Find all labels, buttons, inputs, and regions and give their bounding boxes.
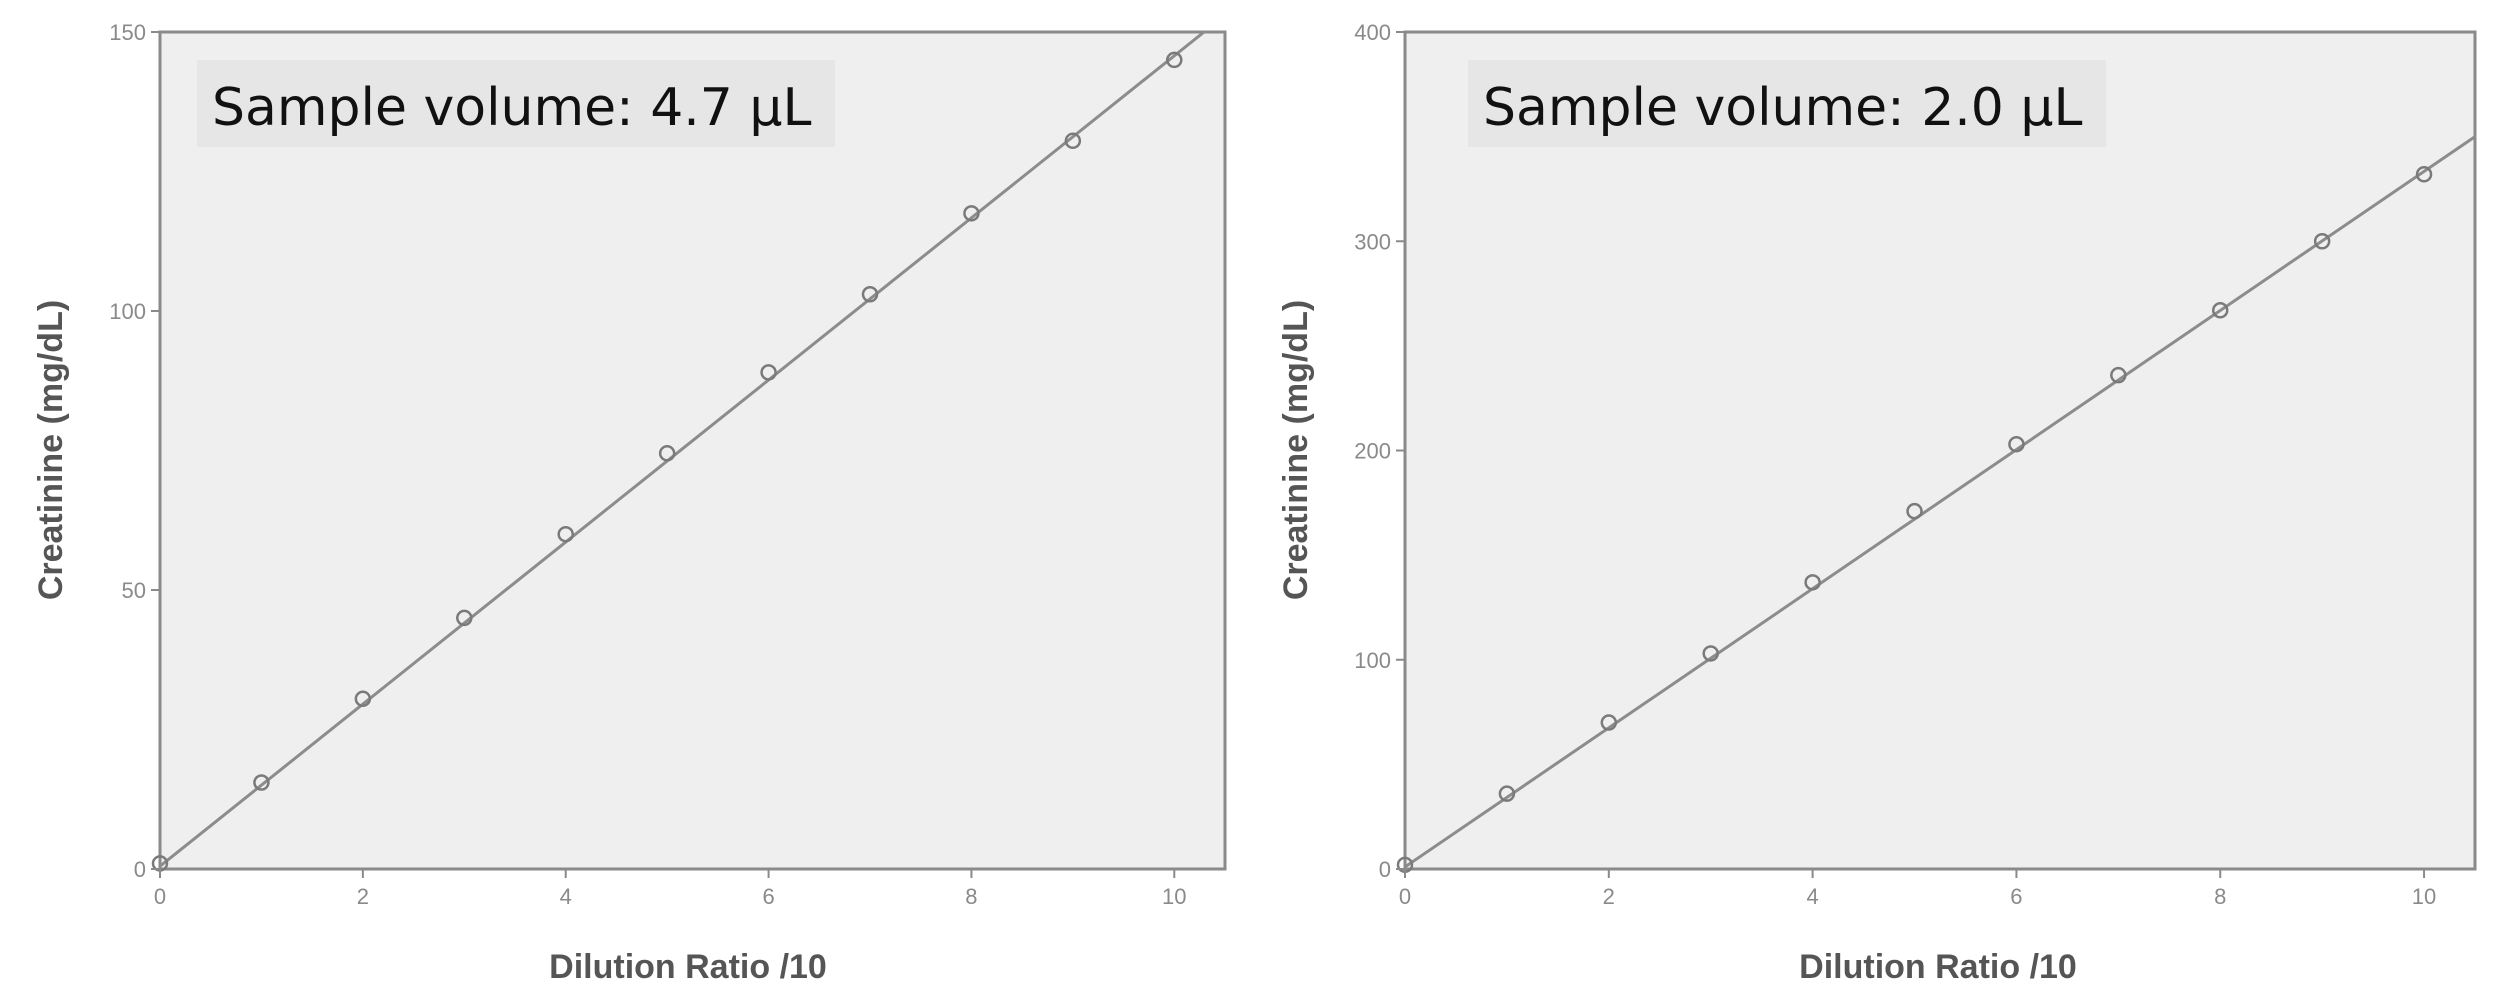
chart-svg-right: 0 100 200 300 400 0 2 4 6 8 10 Sample volume: 2.0… bbox=[1277, 20, 2477, 986]
data-point bbox=[1600, 714, 1618, 731]
data-point bbox=[760, 364, 777, 381]
data-point bbox=[1702, 645, 1719, 662]
x-tick-label: 2 bbox=[357, 884, 369, 909]
y-ticks-group: 0 100 200 300 400 bbox=[1354, 20, 1405, 882]
x-tick-label: 10 bbox=[2412, 884, 2436, 909]
y-tick-label: 300 bbox=[1354, 229, 1391, 254]
x-tick-label: 8 bbox=[965, 884, 977, 909]
data-point bbox=[2415, 166, 2433, 183]
data-point bbox=[1064, 132, 1082, 150]
chart-panel-right: 0 100 200 300 400 0 2 4 6 8 10 Sample volume: 2.0… bbox=[1250, 0, 2500, 1008]
y-tick-label: 100 bbox=[1354, 648, 1391, 673]
data-point bbox=[557, 525, 574, 543]
plot-area bbox=[158, 30, 1227, 871]
data-point bbox=[2110, 366, 2127, 384]
markers-group bbox=[1396, 166, 2433, 874]
fit-line-group bbox=[160, 32, 1207, 868]
data-point bbox=[861, 286, 879, 303]
x-tick-label: 8 bbox=[2214, 884, 2226, 909]
y-tick-label: 100 bbox=[109, 299, 146, 324]
data-point bbox=[1906, 502, 1923, 520]
x-axis-label: Dilution Ratio /10 bbox=[1799, 948, 2077, 986]
annotation-text: Sample volume: 2.0 µL bbox=[1483, 78, 2083, 138]
x-tick-label: 6 bbox=[2010, 884, 2022, 909]
y-ticks-group: 0 50 100 150 bbox=[109, 20, 160, 882]
y-tick-label: 150 bbox=[109, 20, 146, 45]
data-point bbox=[2313, 233, 2331, 250]
x-axis-label: Dilution Ratio /10 bbox=[549, 948, 827, 986]
fit-line bbox=[1405, 135, 2475, 869]
data-point bbox=[253, 774, 270, 791]
fit-line-group bbox=[1405, 135, 2475, 869]
x-ticks-group: 0 2 4 6 8 10 bbox=[154, 869, 1187, 909]
fit-line bbox=[160, 32, 1207, 868]
data-point bbox=[2211, 302, 2229, 319]
y-tick-label: 400 bbox=[1354, 20, 1391, 45]
x-tick-label: 0 bbox=[1399, 884, 1411, 909]
data-point bbox=[658, 445, 676, 462]
y-tick-label: 0 bbox=[1379, 857, 1391, 882]
y-axis-label: Creatinine (mg/dL) bbox=[32, 300, 70, 600]
annotation-box bbox=[1468, 60, 2106, 147]
x-tick-label: 4 bbox=[560, 884, 572, 909]
y-axis-label: Creatinine (mg/dL) bbox=[1277, 300, 1315, 600]
x-tick-label: 10 bbox=[1162, 884, 1186, 909]
data-point bbox=[354, 690, 372, 708]
data-point bbox=[456, 609, 473, 627]
x-tick-label: 6 bbox=[762, 884, 774, 909]
data-point bbox=[963, 205, 980, 222]
y-tick-label: 200 bbox=[1354, 439, 1391, 464]
x-tick-label: 4 bbox=[1806, 884, 1818, 909]
data-point bbox=[1166, 51, 1183, 69]
y-tick-label: 50 bbox=[122, 578, 146, 603]
annotation-box bbox=[197, 60, 835, 147]
data-point bbox=[1804, 574, 1821, 591]
data-point bbox=[2008, 435, 2025, 453]
x-ticks-group: 0 2 4 6 8 10 bbox=[1399, 869, 2436, 909]
x-tick-label: 0 bbox=[154, 884, 166, 909]
x-tick-label: 2 bbox=[1603, 884, 1615, 909]
chart-panel-left: 0 50 100 150 0 2 4 6 8 10 Sample volume: 4.7 µL … bbox=[32, 20, 1227, 986]
y-tick-label: 0 bbox=[134, 857, 146, 882]
annotation-text: Sample volume: 4.7 µL bbox=[212, 78, 812, 138]
markers-group bbox=[151, 51, 1183, 872]
data-point bbox=[1498, 785, 1516, 802]
plot-area bbox=[1403, 30, 2477, 871]
